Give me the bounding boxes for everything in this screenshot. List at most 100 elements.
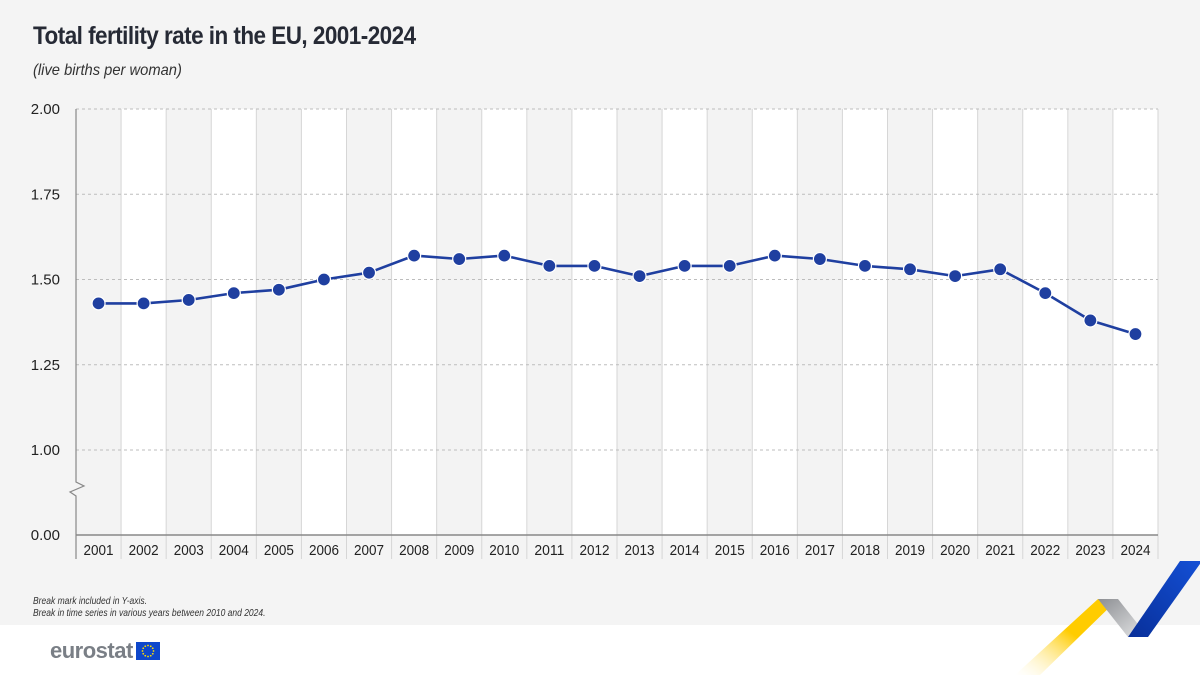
x-tick-label: 2016 [760, 543, 790, 559]
data-point [677, 258, 692, 273]
column-band [301, 109, 347, 535]
column-band [76, 109, 122, 535]
x-tick-label: 2015 [715, 543, 745, 559]
x-axis-ticks: 2001 2002 2003 2004 2005 2006 2007 2008 2009 2010… [84, 543, 1151, 559]
chart-title: Total fertility rate in the EU, 2001-202… [33, 22, 416, 50]
column-band [662, 109, 708, 535]
x-tick-label: 2017 [805, 543, 835, 559]
chart-notes: Break mark included in Y-axis. Break in … [33, 596, 265, 620]
column-band [121, 109, 167, 535]
x-tick-label: 2013 [625, 543, 655, 559]
data-point [1038, 286, 1053, 301]
column-band [752, 109, 798, 535]
y-tick-label: 1.75 [31, 186, 60, 203]
gridlines [76, 108, 1158, 451]
column-band [166, 109, 212, 535]
column-band [436, 109, 482, 535]
data-point [857, 258, 873, 273]
axes [68, 109, 1158, 559]
data-point [812, 251, 827, 267]
data-point [1083, 313, 1098, 328]
x-tick-label: 2024 [1120, 543, 1150, 559]
x-tick-label: 2009 [444, 543, 474, 559]
data-point [407, 248, 422, 263]
column-band [617, 109, 663, 535]
data-point [948, 268, 963, 284]
flag-star [146, 644, 149, 647]
x-tick-label: 2022 [1030, 543, 1060, 559]
series-line [98, 254, 1136, 336]
y-tick-label: 0.00 [31, 527, 60, 544]
eurostat-ribbon-icon [1015, 561, 1200, 675]
column-band [391, 109, 437, 535]
data-point [497, 248, 512, 263]
data-points [91, 248, 1143, 342]
data-point [722, 258, 737, 273]
flag-star [144, 654, 146, 657]
data-point [452, 251, 467, 267]
flag-star [141, 650, 144, 652]
data-point [271, 282, 286, 297]
data-point [542, 258, 557, 273]
column-band [526, 109, 572, 535]
x-tick-label: 2011 [534, 543, 564, 559]
column-band [1022, 109, 1068, 535]
x-tick-label: 2004 [219, 543, 249, 559]
data-point [226, 286, 241, 301]
data-point [91, 296, 106, 311]
flag-star [142, 652, 144, 655]
column-band [932, 109, 978, 535]
y-tick-label: 1.25 [31, 357, 60, 374]
column-band [256, 109, 302, 535]
x-tick-label: 2014 [670, 543, 700, 559]
y-tick-label: 1.00 [31, 442, 60, 459]
x-tick-label: 2001 [84, 543, 114, 559]
flag-star [149, 645, 152, 648]
x-tick-label: 2012 [579, 543, 609, 559]
column-band [571, 109, 617, 535]
x-tick-label: 2003 [174, 543, 204, 559]
eurostat-logo: eurostat [50, 638, 160, 664]
y-tick-label: 1.50 [31, 272, 60, 289]
column-band [707, 109, 753, 535]
flag-star [142, 647, 144, 650]
flag-star [146, 655, 149, 658]
flag-star [151, 647, 154, 650]
column-bands [76, 109, 1159, 559]
x-tick-label: 2002 [129, 543, 159, 559]
logo-text: eurostat [50, 638, 133, 663]
column-band [211, 109, 257, 535]
column-band [1112, 109, 1158, 535]
column-band [842, 109, 888, 535]
data-point [361, 265, 377, 280]
column-band [977, 109, 1023, 535]
x-tick-label: 2019 [895, 543, 925, 559]
chart-subtitle: (live births per woman) [33, 62, 182, 79]
y-tick-label: 2.00 [31, 101, 60, 118]
flag-star [144, 645, 146, 648]
note-time-series-break: Break in time series in various years be… [33, 608, 266, 619]
x-tick-label: 2018 [850, 543, 880, 559]
data-point [136, 296, 151, 311]
column-band [887, 109, 933, 535]
x-tick-label: 2005 [264, 543, 294, 559]
data-point [767, 248, 782, 263]
x-tick-label: 2006 [309, 543, 339, 559]
flag-star [149, 654, 152, 657]
flag-star [152, 650, 155, 652]
data-point [632, 268, 647, 284]
eu-flag-icon [135, 642, 160, 660]
line-chart: 0.00 1.00 1.25 1.50 1.75 2.00 2001 2002 2003 200… [31, 101, 1159, 559]
column-band [481, 109, 527, 535]
x-tick-label: 2020 [940, 543, 970, 559]
x-tick-label: 2008 [399, 543, 429, 559]
x-tick-label: 2010 [489, 543, 519, 559]
x-tick-label: 2023 [1075, 543, 1105, 559]
x-tick-label: 2021 [985, 543, 1015, 559]
column-band [346, 109, 392, 535]
data-point [181, 292, 196, 308]
data-point [1128, 326, 1143, 342]
data-point [993, 262, 1008, 277]
y-axis-with-break-icon [68, 109, 86, 559]
data-point [587, 258, 602, 273]
